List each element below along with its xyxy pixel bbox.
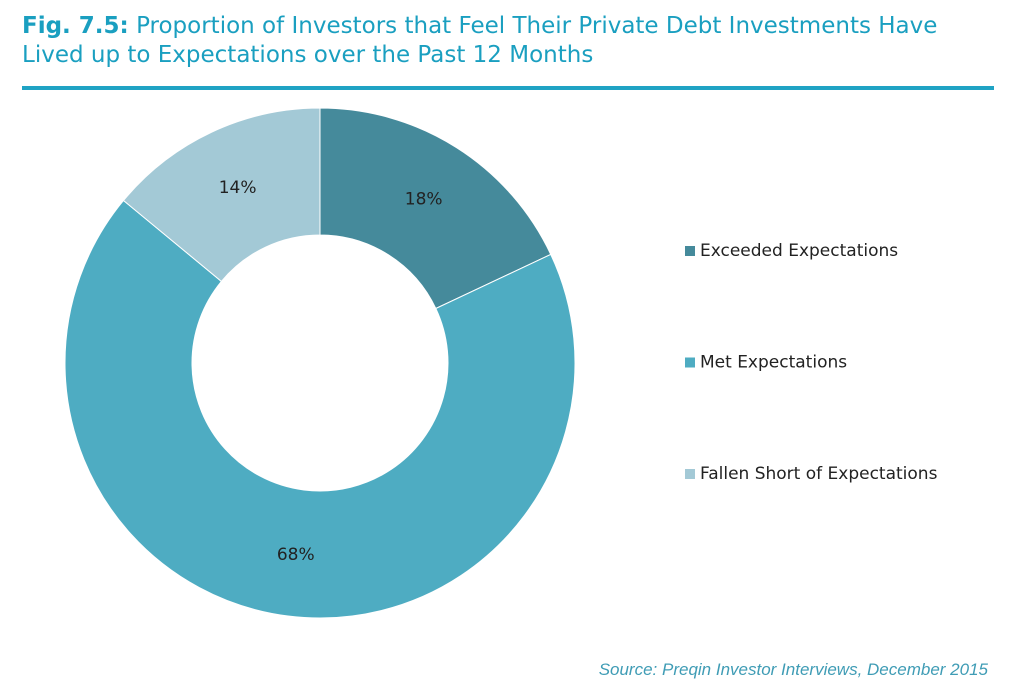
donut-segment — [122, 107, 321, 283]
legend-label: Exceeded Expectations — [700, 241, 898, 261]
source-note: Source: Preqin Investor Interviews, Dece… — [598, 660, 988, 679]
donut-segment — [319, 107, 552, 310]
legend-swatch — [685, 357, 695, 368]
data-label: 14% — [219, 178, 257, 198]
title-rule — [22, 86, 994, 90]
legend-swatch — [685, 469, 695, 479]
legend-label: Met Expectations — [700, 353, 847, 373]
legend-swatch — [685, 246, 695, 256]
chart-title-block: Fig. 7.5: Proportion of Investors that F… — [22, 12, 982, 70]
legend-label: Fallen Short of Expectations — [700, 464, 938, 484]
data-label: 68% — [277, 545, 315, 565]
data-label: 18% — [405, 190, 443, 210]
chart-title: Proportion of Investors that Feel Their … — [22, 13, 938, 68]
figure-label: Fig. 7.5: — [22, 13, 129, 39]
donut-segment — [64, 199, 576, 619]
